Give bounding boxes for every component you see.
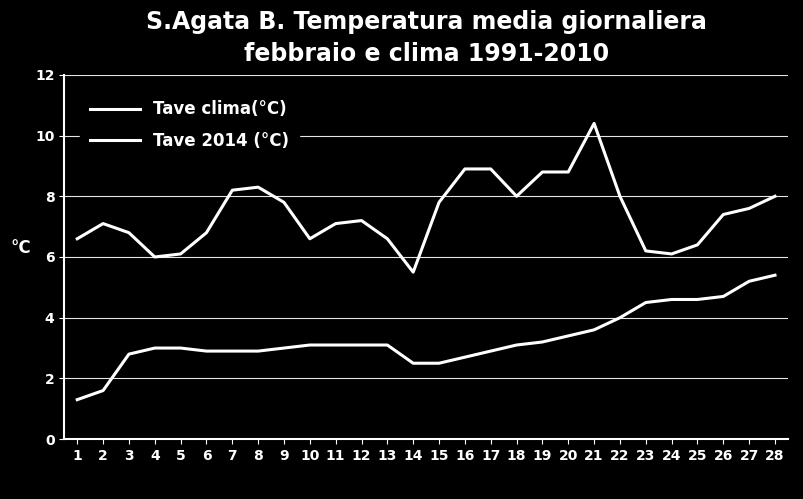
- Tave 2014 (°C): [331, 221, 340, 227]
- Tave clima(°C): [304, 342, 314, 348]
- Tave 2014 (°C): [408, 269, 418, 275]
- Tave 2014 (°C): [357, 218, 366, 224]
- Tave clima(°C): [124, 351, 133, 357]
- Tave clima(°C): [614, 315, 624, 321]
- Tave 2014 (°C): [124, 230, 133, 236]
- Tave clima(°C): [718, 293, 728, 299]
- Tave 2014 (°C): [666, 251, 675, 257]
- Tave clima(°C): [434, 360, 443, 366]
- Tave clima(°C): [744, 278, 753, 284]
- Tave clima(°C): [666, 296, 675, 302]
- Tave clima(°C): [357, 342, 366, 348]
- Tave 2014 (°C): [718, 212, 728, 218]
- Tave 2014 (°C): [149, 254, 159, 260]
- Tave 2014 (°C): [692, 242, 702, 248]
- Tave clima(°C): [202, 348, 211, 354]
- Tave 2014 (°C): [744, 206, 753, 212]
- Tave clima(°C): [98, 388, 108, 394]
- Y-axis label: °C: °C: [11, 239, 31, 257]
- Title: S.Agata B. Temperatura media giornaliera
febbraio e clima 1991-2010: S.Agata B. Temperatura media giornaliera…: [145, 10, 706, 66]
- Tave 2014 (°C): [485, 166, 495, 172]
- Tave 2014 (°C): [279, 200, 288, 206]
- Tave clima(°C): [279, 345, 288, 351]
- Tave 2014 (°C): [589, 120, 598, 126]
- Tave 2014 (°C): [537, 169, 547, 175]
- Tave clima(°C): [408, 360, 418, 366]
- Tave clima(°C): [512, 342, 521, 348]
- Tave 2014 (°C): [176, 251, 185, 257]
- Tave clima(°C): [176, 345, 185, 351]
- Tave 2014 (°C): [98, 221, 108, 227]
- Tave 2014 (°C): [202, 230, 211, 236]
- Tave 2014 (°C): [434, 200, 443, 206]
- Tave clima(°C): [563, 333, 573, 339]
- Tave clima(°C): [537, 339, 547, 345]
- Tave clima(°C): [72, 397, 82, 403]
- Tave clima(°C): [769, 272, 779, 278]
- Tave 2014 (°C): [769, 193, 779, 199]
- Tave clima(°C): [382, 342, 392, 348]
- Tave clima(°C): [640, 299, 650, 305]
- Tave clima(°C): [459, 354, 469, 360]
- Tave 2014 (°C): [72, 236, 82, 242]
- Tave 2014 (°C): [640, 248, 650, 254]
- Line: Tave clima(°C): Tave clima(°C): [77, 275, 774, 400]
- Legend: Tave clima(°C), Tave 2014 (°C): Tave clima(°C), Tave 2014 (°C): [79, 90, 299, 160]
- Tave clima(°C): [485, 348, 495, 354]
- Tave clima(°C): [589, 327, 598, 333]
- Tave 2014 (°C): [304, 236, 314, 242]
- Tave clima(°C): [149, 345, 159, 351]
- Tave clima(°C): [227, 348, 237, 354]
- Tave 2014 (°C): [253, 184, 263, 190]
- Tave 2014 (°C): [459, 166, 469, 172]
- Tave clima(°C): [253, 348, 263, 354]
- Tave 2014 (°C): [227, 187, 237, 193]
- Tave 2014 (°C): [512, 193, 521, 199]
- Tave 2014 (°C): [382, 236, 392, 242]
- Tave 2014 (°C): [614, 193, 624, 199]
- Line: Tave 2014 (°C): Tave 2014 (°C): [77, 123, 774, 272]
- Tave clima(°C): [331, 342, 340, 348]
- Tave clima(°C): [692, 296, 702, 302]
- Tave 2014 (°C): [563, 169, 573, 175]
